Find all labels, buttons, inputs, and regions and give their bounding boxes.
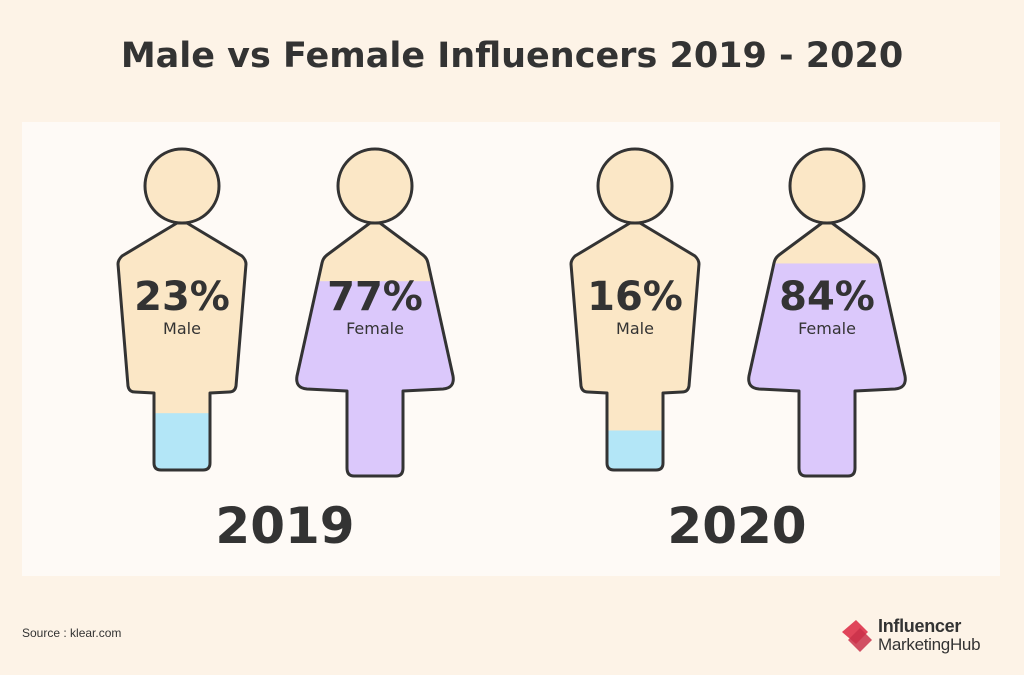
female-value-label-2019: 77% (327, 274, 423, 320)
influencer-marketing-hub-logo: Influencer MarketingHub (838, 616, 1008, 656)
logo-text-line2: MarketingHub (878, 635, 981, 654)
logo-mark-icon (842, 620, 872, 652)
female-outline-2020 (747, 221, 907, 478)
male-share-fill-2020 (571, 430, 699, 470)
male-outline-2019 (116, 221, 248, 472)
female-category-label-2019: Female (346, 319, 404, 338)
male-category-label-2019: Male (163, 319, 201, 338)
male-value-label-2019: 23% (134, 274, 230, 320)
logo-text-line1: Influencer (878, 616, 962, 636)
female-category-label-2020: Female (798, 319, 856, 338)
male-body-2020 (571, 223, 699, 470)
male-head-2020 (596, 147, 674, 225)
male-value-label-2020: 16% (587, 274, 683, 320)
chart-title: Male vs Female Influencers 2019 - 2020 (120, 36, 904, 76)
year-label-2020: 2020 (667, 497, 806, 555)
male-category-label-2020: Male (616, 319, 654, 338)
year-label-2019: 2019 (215, 497, 354, 555)
male-head-2019 (143, 147, 221, 225)
female-head-2020 (788, 147, 866, 225)
female-head-2019 (336, 147, 414, 225)
male-body-2019 (118, 223, 246, 470)
male-outline-2020 (569, 221, 701, 472)
female-outline-2019 (295, 221, 455, 478)
female-value-label-2020: 84% (779, 274, 875, 320)
source-note: Source : klear.com (22, 626, 122, 640)
